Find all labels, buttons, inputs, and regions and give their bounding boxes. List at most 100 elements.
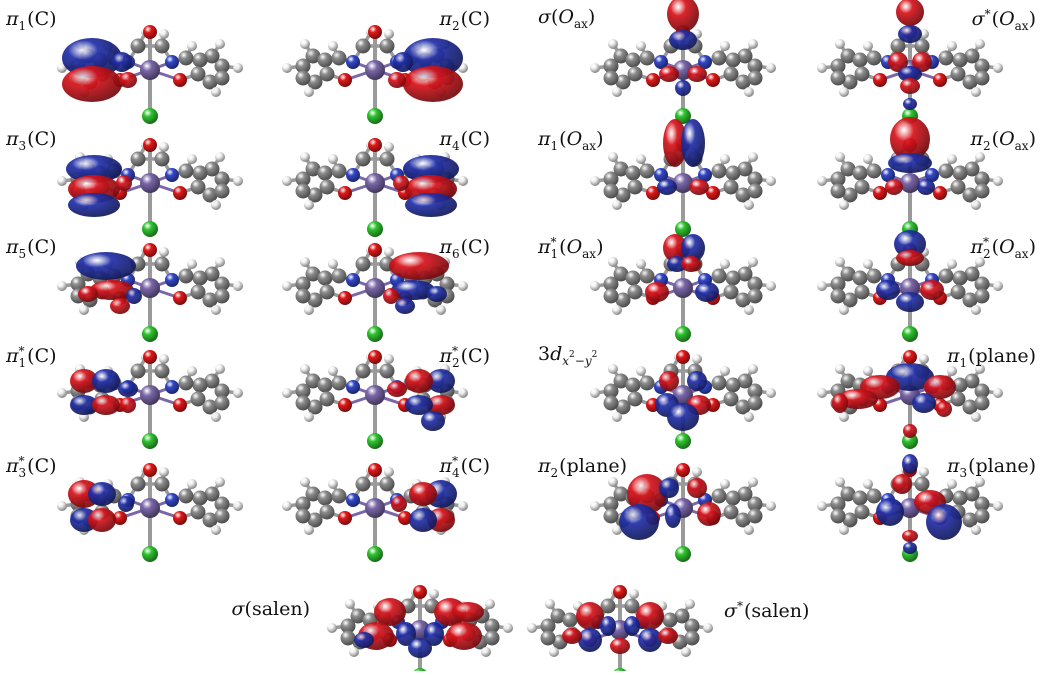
negative-lobe-p17-1 [88,482,116,506]
negative-lobe-p22-4 [600,616,616,636]
negative-lobe-p7-2 [657,179,677,195]
subscript: 6 [451,247,460,261]
orbital-panel-p3 [590,0,776,124]
paren-close: ) [49,236,57,258]
positive-lobe-p19-3 [687,478,707,498]
paren-open: ( [244,598,252,620]
orbital-panel-p2 [282,25,468,124]
subscript [737,612,743,624]
paren-close: ) [1028,128,1036,150]
lobes-p12 [876,230,944,312]
subscript: 2 [983,247,991,261]
negative-lobe-p6-2 [405,193,457,217]
orbital-panel-p17 [57,463,243,562]
paren-close: ) [587,6,596,28]
positive-lobe-p3-3 [687,66,707,82]
label-argument: C [34,236,50,258]
label-argument: C [468,455,483,477]
lobes-p14 [387,369,455,431]
argument-subscript: ax [1014,19,1029,33]
positive-lobe-p21-7 [452,602,484,622]
orbital-label-p20: π 3 (plane) [947,455,1036,480]
orbital-panel-p20 [817,454,1003,562]
greek-symbol: π [439,236,452,258]
negative-lobe-p22-3 [638,628,662,652]
negative-lobe-p13-1 [92,369,120,393]
d-sup2: 2 [591,350,598,360]
paren-close: ) [49,345,57,367]
orbital-panel-p8 [817,117,1003,237]
subscript: 4 [451,139,460,153]
subscript: 1 [18,356,27,370]
subscript: 2 [550,466,559,480]
paren-close: ) [49,8,57,30]
molecule-p19 [590,463,776,562]
d-mid: − [574,354,585,368]
negative-lobe-p4-6 [903,98,917,110]
positive-lobe-p12-3 [920,280,944,300]
subscript: 2 [983,139,991,153]
paren-close: ) [596,236,604,258]
orbital-panel-p15 [590,350,776,449]
lobes-p21 [354,598,484,658]
orbital-label-p18: π * 4 (C) [439,455,490,479]
paren-open: ( [27,236,35,258]
negative-lobe-p3-1 [669,30,697,50]
subscript: 3 [18,466,27,480]
orbital-panel-p19 [590,463,776,562]
orbital-panel-p1 [57,25,243,124]
label-argument: C [34,455,50,477]
positive-lobe-p10-0 [389,252,449,280]
superscript: * [18,454,25,468]
negative-lobe-p11-1 [681,234,705,262]
negative-lobe-p14-0 [427,369,455,393]
positive-lobe-p13-3 [92,395,120,415]
label-argument: plane [975,345,1029,367]
negative-lobe-p19-1 [619,504,659,540]
orbital-panel-p11 [590,234,776,342]
label-argument: salen [751,600,803,622]
paren-close: ) [596,128,604,150]
positive-lobe-p1-1 [62,66,122,102]
molecule-p8 [817,138,1003,237]
positive-lobe-p6-3 [393,175,409,191]
negative-lobe-p4-4 [898,66,922,82]
negative-lobe-p20-6 [903,542,917,554]
superscript: * [18,344,25,358]
positive-lobe-p5-3 [116,175,132,191]
d-letter: d [550,343,563,365]
paren-open: ( [460,455,469,477]
positive-lobe-p21-3 [446,622,482,650]
negative-lobe-p18-3 [409,508,437,532]
label-argument: C [468,345,483,367]
negative-lobe-p19-2 [659,478,679,498]
negative-lobe-p12-4 [896,292,924,312]
positive-lobe-p1-3 [119,72,137,88]
positive-lobe-p20-1 [892,474,912,494]
paren-open: ( [968,345,976,367]
paren-open: ( [550,6,559,28]
positive-lobe-p8-0 [890,117,930,161]
orbital-panel-p6 [282,138,468,237]
positive-lobe-p11-0 [663,234,687,262]
d-sub2: y [584,354,592,368]
lobes-p8 [885,117,935,195]
negative-lobe-p22-2 [578,628,602,652]
greek-symbol: π [439,8,452,30]
negative-lobe-p20-0 [902,454,918,474]
superscript: * [983,235,990,249]
negative-lobe-p1-2 [112,52,132,72]
positive-lobe-p14-4 [387,381,407,397]
negative-lobe-p22-5 [624,616,640,636]
orbital-label-p1: π 1 (C) [6,8,57,33]
lobes-p18 [391,480,457,532]
orbital-label-p16: π 1 (plane) [947,345,1036,370]
orbital-label-p17: π * 3 (C) [6,455,57,479]
greek-symbol: π [439,455,452,477]
positive-lobe-p22-6 [562,628,582,644]
orbital-label-p13: π * 1 (C) [6,345,57,369]
orbital-label-p19: π 2 (plane) [538,455,627,480]
positive-lobe-p22-7 [658,628,678,644]
positive-lobe-p9-1 [90,280,134,300]
positive-lobe-p13-5 [120,397,136,413]
